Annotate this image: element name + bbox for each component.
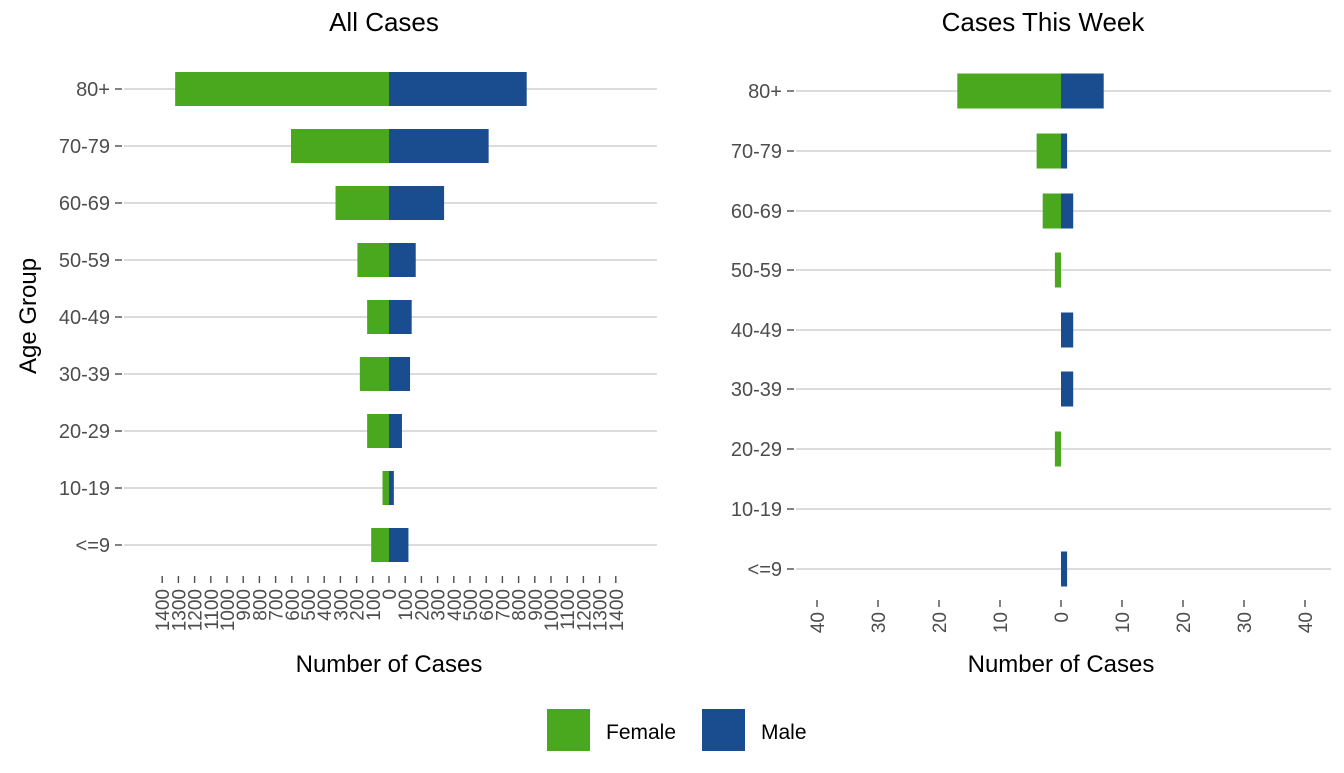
y-tick-label: 10-19 bbox=[731, 499, 782, 521]
legend-label-female: Female bbox=[606, 721, 676, 744]
legend-swatch-female bbox=[547, 709, 590, 751]
y-axis-title: Age Group bbox=[15, 258, 42, 374]
x-tick-label: 40 bbox=[1296, 612, 1317, 633]
panel-title: Cases This Week bbox=[942, 7, 1146, 37]
x-tick-label: 400 bbox=[445, 589, 466, 621]
x-tick-label: 30 bbox=[1235, 612, 1256, 633]
x-tick-label: 40 bbox=[808, 612, 829, 633]
bar-female bbox=[1054, 252, 1061, 288]
y-tick-label: 60-69 bbox=[731, 201, 782, 223]
bar-female bbox=[367, 300, 389, 334]
bar-female bbox=[371, 528, 389, 562]
x-tick-label: 900 bbox=[526, 589, 547, 621]
panel-title: All Cases bbox=[329, 7, 439, 37]
x-tick-label: 600 bbox=[283, 589, 304, 621]
x-tick-label: 0 bbox=[380, 589, 401, 600]
x-tick-label: 100 bbox=[364, 589, 385, 621]
x-tick-label: 100 bbox=[396, 589, 417, 621]
x-axis-title: Number of Cases bbox=[968, 651, 1155, 678]
x-tick-label: 200 bbox=[412, 589, 433, 621]
bar-male bbox=[1061, 133, 1068, 169]
bar-male bbox=[389, 471, 394, 505]
x-tick-label: 300 bbox=[429, 589, 450, 621]
x-tick-label: 1200 bbox=[186, 589, 207, 631]
x-tick-label: 500 bbox=[461, 589, 482, 621]
bar-male bbox=[389, 300, 412, 334]
x-tick-label: 1100 bbox=[558, 589, 579, 630]
y-tick-label: 20-29 bbox=[59, 421, 110, 443]
x-tick-label: 1400 bbox=[607, 589, 628, 631]
x-tick-label: 700 bbox=[493, 589, 514, 621]
x-tick-label: 200 bbox=[348, 589, 369, 621]
bar-female bbox=[367, 414, 389, 448]
x-tick-label: 1300 bbox=[169, 589, 190, 631]
x-tick-label: 800 bbox=[250, 589, 271, 621]
x-tick-label: 1300 bbox=[591, 589, 612, 631]
x-tick-label: 400 bbox=[315, 589, 336, 621]
bar-male bbox=[1061, 312, 1074, 348]
bar-male bbox=[389, 243, 416, 277]
legend-swatch-male bbox=[702, 709, 745, 751]
bar-female bbox=[359, 357, 389, 391]
bar-male bbox=[389, 72, 527, 106]
x-tick-label: 1100 bbox=[202, 589, 223, 630]
x-tick-label: 1200 bbox=[574, 589, 595, 631]
bar-male bbox=[389, 129, 489, 163]
bar-female bbox=[1054, 431, 1061, 467]
y-tick-label: 20-29 bbox=[731, 439, 782, 461]
y-tick-label: 50-59 bbox=[59, 250, 110, 272]
x-tick-label: 10 bbox=[1113, 612, 1134, 633]
legend: Female Male bbox=[547, 709, 807, 751]
bar-male bbox=[389, 528, 409, 562]
x-tick-label: 20 bbox=[930, 612, 951, 633]
x-axis-title: Number of Cases bbox=[296, 651, 483, 678]
x-tick-label: 900 bbox=[234, 589, 255, 621]
x-tick-label: 30 bbox=[869, 612, 890, 633]
bar-male bbox=[389, 357, 411, 391]
y-tick-label: 30-39 bbox=[731, 379, 782, 401]
y-tick-label: 40-49 bbox=[59, 307, 110, 329]
y-tick-label: 80+ bbox=[748, 81, 782, 103]
y-tick-label: 60-69 bbox=[59, 193, 110, 215]
bar-male bbox=[1061, 551, 1068, 587]
x-tick-label: 600 bbox=[477, 589, 498, 621]
bar-female bbox=[357, 243, 389, 277]
y-tick-label: 70-79 bbox=[731, 141, 782, 163]
bar-female bbox=[335, 186, 389, 220]
bar-female bbox=[1036, 133, 1061, 169]
y-tick-label: 30-39 bbox=[59, 364, 110, 386]
x-tick-label: 1400 bbox=[153, 589, 174, 631]
bar-male bbox=[389, 414, 402, 448]
y-tick-label: 40-49 bbox=[731, 320, 782, 342]
bar-male bbox=[1061, 193, 1074, 229]
y-tick-label: 80+ bbox=[76, 79, 110, 101]
x-tick-label: 1000 bbox=[542, 589, 563, 631]
panel-cases-this-week: Cases This Week 80+ 70-79 60-69 50-59 40-49 30… bbox=[731, 7, 1331, 678]
y-tick-label: 10-19 bbox=[59, 478, 110, 500]
bar-female bbox=[957, 73, 1061, 109]
y-tick-label: <=9 bbox=[748, 559, 782, 581]
legend-label-male: Male bbox=[761, 721, 807, 744]
bar-male bbox=[1061, 371, 1074, 407]
x-tick-label: 20 bbox=[1174, 612, 1195, 633]
bar-female bbox=[290, 129, 389, 163]
x-tick-label: 0 bbox=[1052, 612, 1073, 623]
x-tick-label: 500 bbox=[299, 589, 320, 621]
y-tick-label: 70-79 bbox=[59, 136, 110, 158]
bar-female bbox=[382, 471, 389, 505]
bar-male bbox=[1061, 73, 1104, 109]
y-tick-label: <=9 bbox=[76, 535, 110, 557]
bar-female bbox=[1042, 193, 1061, 229]
panel-all-cases: All Cases 80+ 70-79 60-69 50-59 40-49 30-39 20-… bbox=[59, 7, 657, 678]
x-tick-label: 700 bbox=[267, 589, 288, 621]
x-tick-label: 1000 bbox=[218, 589, 239, 631]
x-tick-label: 300 bbox=[331, 589, 352, 621]
x-tick-label: 800 bbox=[510, 589, 531, 621]
bar-female bbox=[175, 72, 389, 106]
bar-male bbox=[389, 186, 445, 220]
x-tick-label: 10 bbox=[991, 612, 1012, 633]
y-tick-label: 50-59 bbox=[731, 260, 782, 282]
